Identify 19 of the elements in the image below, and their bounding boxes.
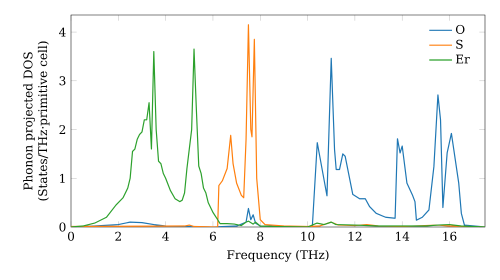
x-tick-label: 10	[301, 232, 314, 241]
y-axis-title: Phonon projected DOS (States/THz·primitive cell)	[23, 42, 50, 200]
legend-label: Er	[456, 54, 470, 64]
y-tick-label: 2	[59, 125, 66, 134]
x-tick-label: 4	[162, 232, 169, 241]
y-tick-label: 1	[60, 174, 65, 183]
x-tick-label: 16	[443, 232, 456, 241]
x-tick-label: 14	[396, 232, 410, 241]
legend-label: S	[456, 40, 463, 49]
y-tick-label: 0	[59, 222, 66, 232]
x-axis-title: Frequency (THz)	[227, 250, 328, 262]
x-tick-label: 8	[257, 232, 264, 241]
y-tick-label: 4	[59, 28, 66, 37]
x-tick-label: 12	[348, 232, 362, 241]
x-tick-label: 2	[115, 232, 121, 241]
y-tick-label: 3	[60, 76, 66, 86]
x-tick-label: 6	[210, 232, 216, 241]
x-tick-label: 0	[68, 232, 74, 241]
legend-label: O	[456, 24, 464, 34]
